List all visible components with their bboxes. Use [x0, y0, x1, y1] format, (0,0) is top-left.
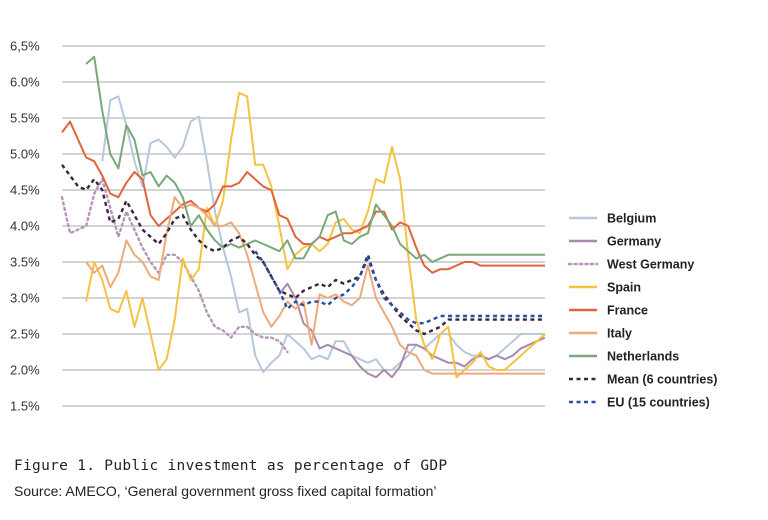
series-line-italy [85, 196, 545, 375]
y-tick-label: 6,5% [10, 39, 40, 54]
series-line-germany [278, 282, 546, 379]
legend-label: Italy [607, 327, 632, 341]
legend-label: Netherlands [607, 350, 679, 364]
legend-label: Spain [607, 281, 641, 295]
line-chart: 6,5% 6.0% 5.5% 5.0% 4.5% 4.0% 3.5% 3.0% 2.5% 2.0%… [10, 39, 717, 414]
y-tick-label: 2.5% [10, 327, 40, 342]
y-tick-label: 3.5% [10, 255, 40, 270]
series-line-france [61, 120, 545, 274]
gridlines [62, 45, 545, 407]
y-tick-label: 3.0% [10, 291, 40, 306]
legend-label: EU (15 countries) [607, 396, 710, 410]
y-tick-label: 1.5% [10, 399, 40, 414]
y-tick-label: 4.5% [10, 183, 40, 198]
y-tick-label: 5.0% [10, 147, 40, 162]
legend-label: Mean (6 countries) [607, 373, 717, 387]
series-line-mean-6-countries [61, 164, 545, 336]
figure-source: Source: AMECO, ‘General government gross… [14, 483, 437, 499]
series-line-spain [85, 91, 546, 379]
series-line-netherlands [85, 55, 545, 263]
series-line-belgium [101, 95, 545, 374]
series-line-west-germany [60, 178, 289, 354]
legend-label: Germany [607, 235, 661, 249]
legend: Belgium Germany West Germany Spain France Ita… [567, 212, 717, 410]
series-line-eu-15-countries [254, 250, 545, 325]
series-lines [60, 55, 546, 379]
legend-label: West Germany [607, 258, 694, 272]
y-tick-label: 6.0% [10, 75, 40, 90]
y-tick-label: 4.0% [10, 219, 40, 234]
figure-caption: Figure 1. Public investment as percentag… [14, 458, 448, 474]
legend-label: Belgium [607, 212, 656, 226]
y-axis-tick-labels: 6,5% 6.0% 5.5% 5.0% 4.5% 4.0% 3.5% 3.0% 2.5% 2.0%… [10, 39, 40, 414]
y-tick-label: 2.0% [10, 363, 40, 378]
y-tick-label: 5.5% [10, 111, 40, 126]
legend-label: France [607, 304, 648, 318]
